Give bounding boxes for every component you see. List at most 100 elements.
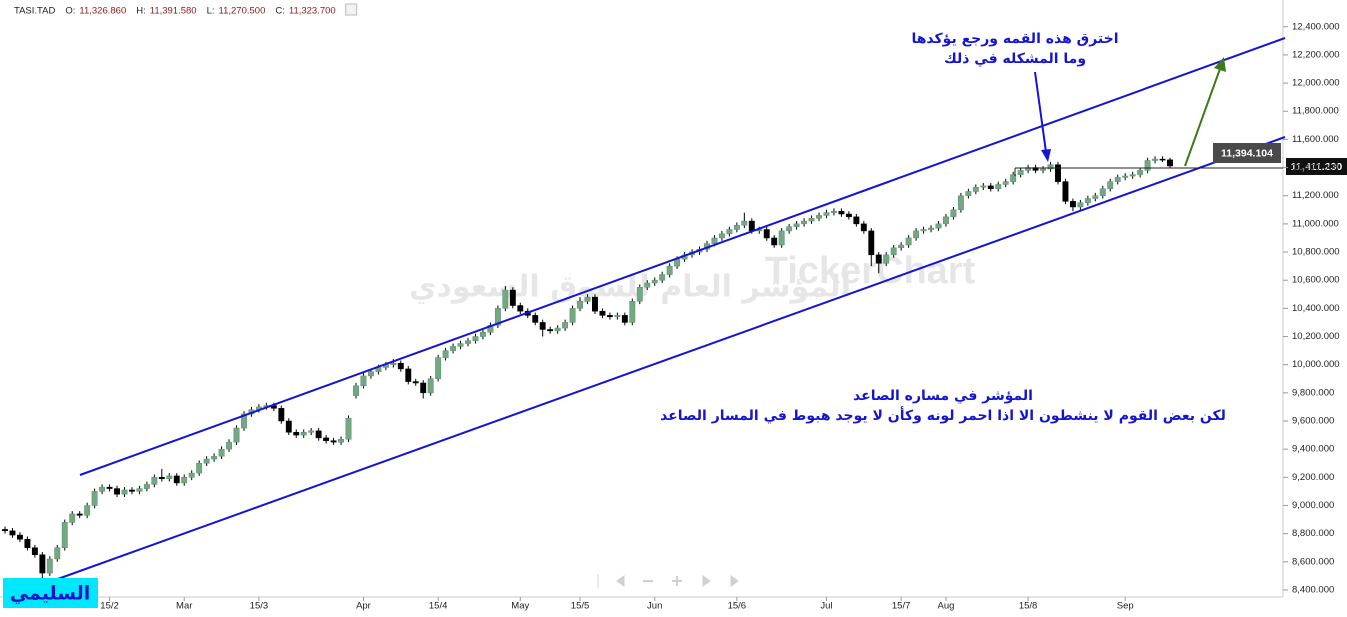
candle-body — [1107, 181, 1114, 189]
y-tick-label: 11,600.000 — [1292, 134, 1339, 145]
candle-body — [830, 210, 837, 213]
candle-body — [360, 375, 367, 387]
candle-body — [24, 539, 31, 548]
candle-body — [1159, 158, 1166, 161]
candle-body — [397, 363, 404, 370]
nav-controls[interactable] — [597, 574, 739, 588]
y-tick-label: 10,600.000 — [1292, 275, 1340, 286]
candle-body — [129, 489, 135, 492]
header-open-label: O: — [65, 6, 75, 17]
candle-body — [853, 216, 860, 225]
candle-body — [606, 315, 613, 318]
candle-body — [987, 185, 994, 189]
candle-body — [801, 220, 808, 225]
candle-body — [472, 336, 479, 341]
candle-body — [293, 432, 300, 436]
candle-body — [562, 322, 569, 329]
candle-body — [943, 216, 949, 225]
candle-body — [621, 315, 628, 323]
candle-body — [554, 327, 561, 332]
candle-body — [46, 558, 53, 574]
candle-body — [54, 547, 61, 560]
y-tick-label: 8,400.000 — [1292, 584, 1334, 595]
candle-body — [285, 420, 292, 433]
candle-body — [1002, 181, 1009, 185]
candle-body — [599, 310, 606, 316]
candle-body — [61, 522, 68, 548]
y-tick-label: 9,600.000 — [1292, 416, 1334, 427]
candle-body — [965, 191, 972, 196]
x-tick-label: 15/2 — [100, 601, 119, 612]
candle-body — [338, 439, 345, 443]
candle-body — [733, 225, 740, 230]
candle-body — [539, 322, 546, 330]
candle-body — [1040, 168, 1046, 171]
candle-body — [1010, 174, 1017, 182]
line-price-box — [1213, 143, 1281, 163]
x-tick-label: 15/3 — [250, 601, 269, 612]
candle-body — [442, 350, 449, 358]
signature: السليمي — [10, 583, 90, 605]
channel-lower — [54, 136, 1286, 581]
candle-body — [121, 489, 128, 495]
candle-body — [494, 308, 501, 326]
candle-body — [1167, 159, 1173, 167]
candle-body — [905, 237, 912, 246]
candle-body — [1099, 188, 1106, 196]
candle-body — [569, 308, 576, 323]
target-arrow-head — [1214, 57, 1226, 72]
candle-body — [771, 237, 778, 246]
header-open: 11,326.860 — [79, 6, 126, 17]
candle-body — [69, 513, 76, 523]
candle-body — [143, 484, 150, 489]
x-tick-label: Mar — [176, 601, 192, 612]
y-tick-label: 11,200.000 — [1292, 190, 1339, 201]
nav-right[interactable] — [702, 575, 711, 587]
channel-upper — [79, 37, 1286, 476]
watermark: TickerChart المؤشر العام للسوق السعودي — [409, 250, 976, 304]
x-tick-label: Apr — [356, 601, 371, 612]
candle-body — [308, 430, 315, 433]
candle-body — [577, 301, 583, 309]
candle-body — [1062, 181, 1069, 202]
x-tick-label: 15/7 — [892, 601, 911, 612]
x-tick-label: 15/4 — [429, 601, 448, 612]
candle-body — [868, 230, 875, 256]
candle-body — [300, 432, 307, 436]
candle-body — [547, 329, 554, 332]
candle-body — [465, 340, 471, 344]
candle-body — [793, 223, 800, 227]
annotation-text: اخترق هذه القمه ورجع يؤكدها — [911, 31, 1118, 47]
candle-body — [718, 233, 725, 239]
candle-body — [457, 343, 464, 347]
candle-body — [1084, 198, 1091, 204]
candle-body — [823, 212, 830, 216]
candle-body — [592, 296, 598, 312]
y-tick-label: 12,000.000 — [1292, 78, 1340, 89]
candle-body — [39, 554, 46, 574]
nav-left[interactable] — [616, 575, 625, 587]
candle-body — [845, 213, 852, 218]
line-price-label: 11,394.104 — [1221, 147, 1273, 159]
x-tick-label: 15/8 — [1019, 601, 1038, 612]
y-tick-label: 11,000.000 — [1292, 218, 1339, 229]
annotation-text: لكن بعض القوم لا ينشطون الا اذا احمر لون… — [660, 406, 1226, 424]
nav-end[interactable] — [730, 575, 739, 587]
candle-body — [76, 513, 83, 516]
breakout-arrow-head — [1041, 149, 1051, 162]
header-settings-box — [345, 3, 358, 16]
x-tick-label: Sep — [1117, 601, 1134, 612]
candle-body — [1055, 164, 1061, 182]
candle-body — [390, 363, 397, 365]
candle-body — [860, 223, 867, 232]
last-price-box — [1286, 158, 1347, 175]
candle-body — [1114, 177, 1121, 182]
candle-body — [711, 237, 718, 244]
candle-body — [166, 475, 173, 479]
candle-body — [532, 315, 539, 323]
candle-body — [950, 209, 957, 218]
candle-body — [995, 184, 1002, 189]
candle-body — [151, 477, 158, 485]
candle-body — [614, 315, 621, 318]
